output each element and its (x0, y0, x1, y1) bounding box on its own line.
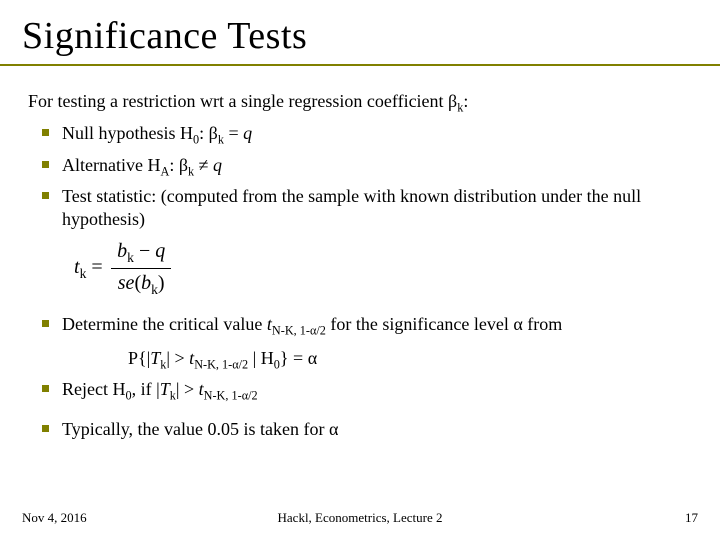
bullet-list-mid: Determine the critical value tN-K, 1-α/2… (28, 313, 692, 339)
bullet-list-reject: Reject H0, if |Tk| > tN-K, 1-α/2 (28, 378, 692, 404)
footer-date: Nov 4, 2016 (22, 510, 87, 526)
footer-center: Hackl, Econometrics, Lecture 2 (0, 510, 720, 526)
formula-denominator: se(bk) (111, 269, 171, 298)
intro-text: For testing a restriction wrt a single r… (28, 90, 692, 116)
bullet-item: Typically, the value 0.05 is taken for α (28, 418, 692, 441)
slide-footer: Nov 4, 2016 Hackl, Econometrics, Lecture… (0, 510, 720, 526)
bullet-item: Alternative HA: βk ≠ q (28, 154, 692, 180)
bullet-list-top: Null hypothesis H0: βk = q Alternative H… (28, 122, 692, 231)
bullet-item: Null hypothesis H0: βk = q (28, 122, 692, 148)
slide-title: Significance Tests (0, 0, 720, 64)
formula-fraction: bk − q se(bk) (111, 239, 171, 299)
indented-equation: P{|Tk| > tN-K, 1-α/2 | H0} = α (28, 347, 692, 373)
formula-block: tk = bk − q se(bk) (74, 239, 692, 299)
bullet-item: Test statistic: (computed from the sampl… (28, 185, 692, 231)
footer-page-number: 17 (685, 510, 698, 526)
bullet-item: Determine the critical value tN-K, 1-α/2… (28, 313, 692, 339)
formula-numerator: bk − q (111, 239, 171, 269)
formula-lhs: tk = (74, 256, 103, 278)
bullet-item: Reject H0, if |Tk| > tN-K, 1-α/2 (28, 378, 692, 404)
slide-body: For testing a restriction wrt a single r… (0, 66, 720, 441)
bullet-list-last: Typically, the value 0.05 is taken for α (28, 418, 692, 441)
